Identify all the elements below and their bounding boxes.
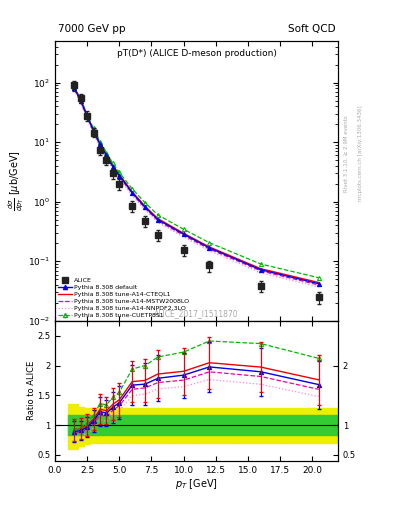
- Text: Soft QCD: Soft QCD: [288, 24, 335, 34]
- Text: Rivet 3.1.10, ≥ 2.9M events: Rivet 3.1.10, ≥ 2.9M events: [344, 115, 349, 192]
- Text: ALICE_2017_I1511870: ALICE_2017_I1511870: [154, 309, 239, 318]
- Text: pT(D*) (ALICE D-meson production): pT(D*) (ALICE D-meson production): [117, 49, 276, 58]
- Legend: ALICE, Pythia 8.308 default, Pythia 8.308 tune-A14-CTEQL1, Pythia 8.308 tune-A14: ALICE, Pythia 8.308 default, Pythia 8.30…: [57, 276, 191, 319]
- Text: mcplots.cern.ch [arXiv:1306.3436]: mcplots.cern.ch [arXiv:1306.3436]: [358, 106, 363, 201]
- X-axis label: $p_T$ [GeV]: $p_T$ [GeV]: [175, 477, 218, 492]
- Y-axis label: Ratio to ALICE: Ratio to ALICE: [27, 361, 36, 420]
- Y-axis label: $\frac{d\sigma}{dp_T}$ [$\mu$b/GeV]: $\frac{d\sigma}{dp_T}$ [$\mu$b/GeV]: [7, 151, 26, 211]
- Text: 7000 GeV pp: 7000 GeV pp: [58, 24, 125, 34]
